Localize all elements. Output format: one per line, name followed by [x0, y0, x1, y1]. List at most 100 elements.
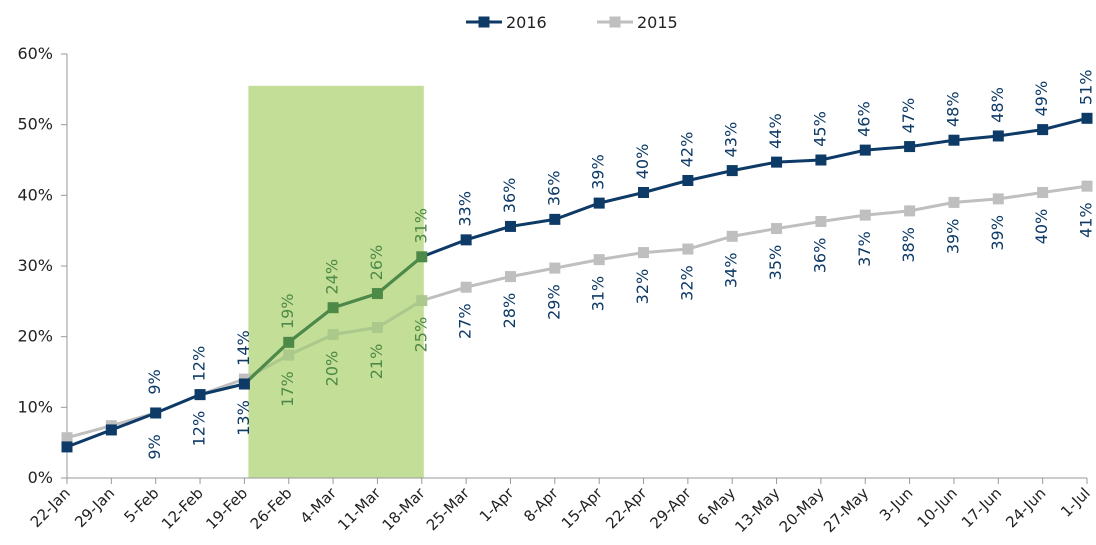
marker: [504, 220, 516, 232]
y-tick-label: 60%: [17, 44, 53, 63]
marker: [549, 262, 561, 274]
value-label: 39%: [943, 219, 962, 255]
marker: [1037, 124, 1049, 136]
value-label: 9%: [145, 434, 164, 459]
value-label: 17%: [278, 371, 297, 407]
value-label: 43%: [722, 122, 741, 158]
value-label: 45%: [810, 111, 829, 147]
value-label: 38%: [899, 227, 918, 263]
marker: [771, 223, 783, 235]
value-label: 21%: [367, 344, 386, 380]
marker: [371, 288, 383, 300]
value-label: 26%: [367, 245, 386, 281]
x-tick-label: 27-May: [820, 484, 872, 536]
marker: [283, 349, 295, 361]
x-tick-label: 19-Feb: [202, 484, 251, 533]
marker: [460, 281, 472, 293]
marker: [992, 130, 1004, 142]
value-label: 29%: [544, 284, 563, 320]
legend-marker: [478, 16, 490, 28]
marker: [904, 141, 916, 153]
value-label: 27%: [456, 303, 475, 339]
value-label: 12%: [190, 346, 209, 382]
value-label: 25%: [411, 317, 430, 353]
marker: [726, 165, 738, 177]
marker: [194, 389, 206, 401]
x-tick-label: 8-Apr: [520, 484, 562, 526]
value-label: 42%: [677, 132, 696, 168]
y-tick-label: 30%: [17, 256, 53, 275]
value-label: 39%: [589, 154, 608, 190]
marker: [504, 271, 516, 283]
marker: [638, 187, 650, 199]
value-label: 37%: [855, 231, 874, 267]
value-label: 12%: [190, 411, 209, 447]
marker: [859, 144, 871, 156]
x-tick-label: 20-May: [776, 484, 828, 536]
marker: [1037, 187, 1049, 199]
marker: [1081, 112, 1093, 124]
x-tick-label: 15-Apr: [558, 484, 607, 533]
value-label: 36%: [500, 178, 519, 214]
value-label: 20%: [323, 351, 342, 387]
value-label: 34%: [722, 253, 741, 289]
x-tick-label: 22-Jan: [27, 484, 74, 531]
y-tick-label: 10%: [17, 397, 53, 416]
value-label: 13%: [234, 400, 253, 436]
marker: [948, 134, 960, 146]
marker: [593, 254, 605, 266]
marker: [859, 209, 871, 221]
x-tick-label: 5-Feb: [120, 484, 162, 526]
marker: [416, 295, 428, 307]
marker: [61, 441, 73, 453]
x-tick-label: 18-Mar: [379, 484, 430, 535]
x-tick-label: 22-Apr: [602, 484, 651, 533]
marker: [815, 154, 827, 166]
x-tick-label: 26-Feb: [247, 484, 296, 533]
marker: [238, 378, 250, 390]
value-label: 33%: [456, 191, 475, 227]
value-label: 40%: [633, 144, 652, 180]
value-label: 46%: [855, 101, 874, 137]
x-tick-label: 3-Jun: [876, 484, 916, 524]
marker: [549, 213, 561, 225]
x-tick-label: 29-Apr: [647, 484, 696, 533]
y-tick-label: 50%: [17, 115, 53, 134]
marker: [105, 424, 117, 436]
x-tick-label: 17-Jun: [958, 484, 1005, 531]
value-label: 48%: [988, 87, 1007, 123]
marker: [593, 197, 605, 209]
marker: [371, 321, 383, 333]
value-label: 35%: [766, 245, 785, 281]
value-label: 44%: [766, 113, 785, 149]
marker: [283, 336, 295, 348]
marker: [948, 196, 960, 208]
value-label: 36%: [544, 171, 563, 207]
highlight-band: [248, 85, 424, 479]
value-label: 9%: [145, 369, 164, 394]
x-tick-label: 11-Mar: [334, 484, 385, 535]
value-label: 31%: [589, 276, 608, 312]
marker: [61, 432, 73, 444]
marker: [416, 251, 428, 263]
y-tick-label: 40%: [17, 185, 53, 204]
x-tick-label: 12-Feb: [158, 484, 207, 533]
x-tick-label: 10-Jun: [914, 484, 961, 531]
y-tick-label: 0%: [28, 468, 53, 487]
value-label: 48%: [943, 91, 962, 127]
value-label: 32%: [633, 269, 652, 305]
value-label: 36%: [810, 238, 829, 274]
x-tick-label: 25-Mar: [423, 484, 474, 535]
value-label: 41%: [1077, 202, 1096, 238]
marker: [771, 156, 783, 168]
value-label: 39%: [988, 215, 1007, 251]
value-label: 19%: [278, 294, 297, 330]
marker: [904, 205, 916, 217]
value-label: 32%: [677, 265, 696, 301]
x-tick-label: 13-May: [731, 484, 783, 536]
value-label: 28%: [500, 293, 519, 329]
value-label: 47%: [899, 98, 918, 134]
x-tick-label: 1-Apr: [476, 484, 518, 526]
legend-label: 2016: [506, 13, 547, 32]
